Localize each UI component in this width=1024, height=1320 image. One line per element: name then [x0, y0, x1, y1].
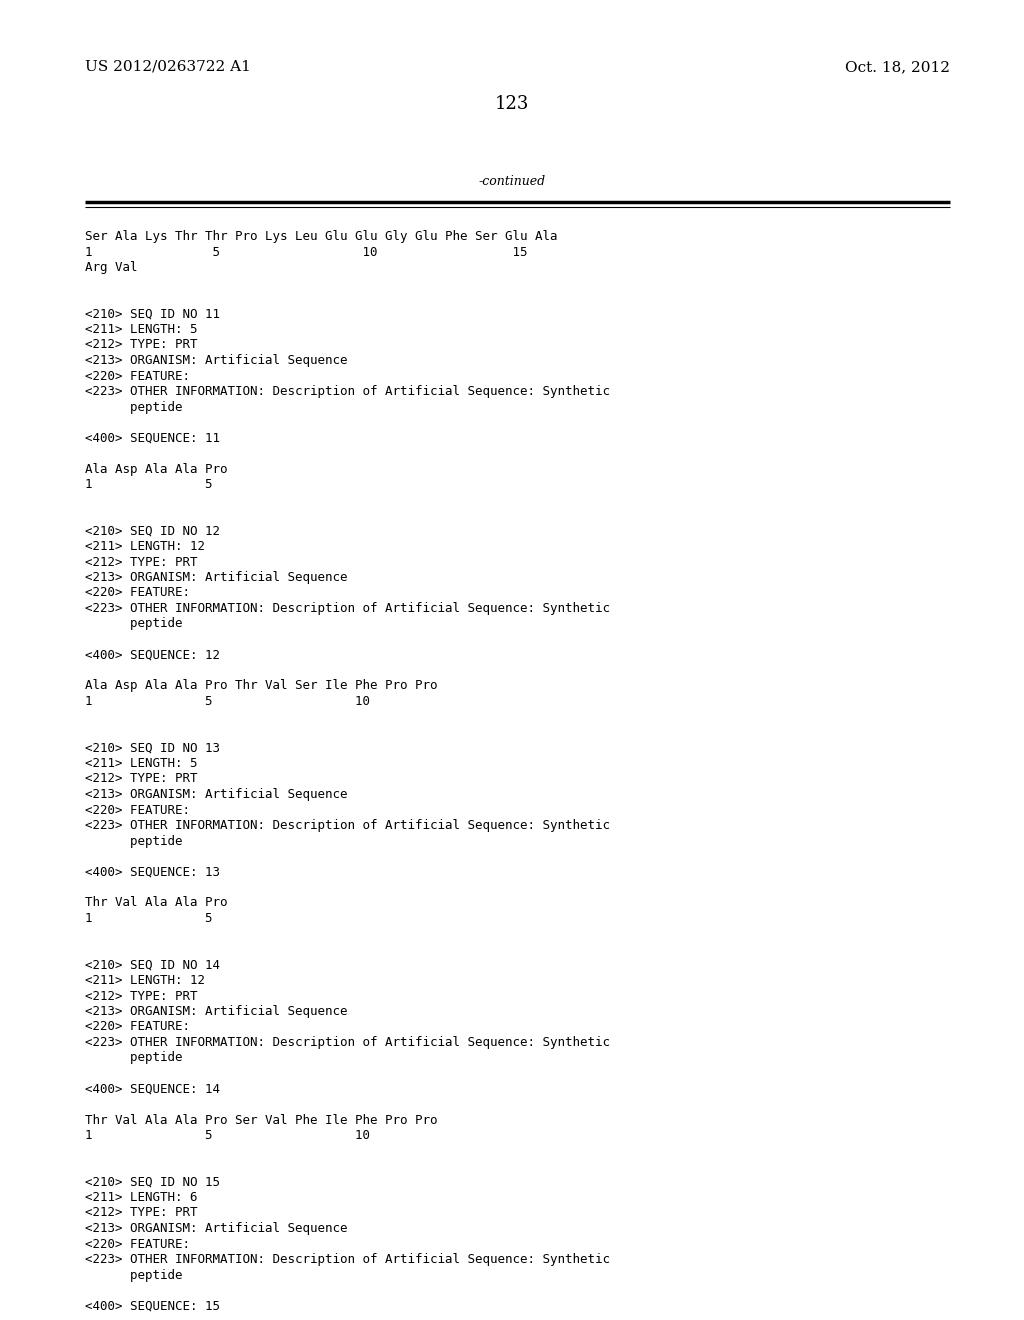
Text: Ala Asp Ala Ala Pro: Ala Asp Ala Ala Pro	[85, 462, 227, 475]
Text: <213> ORGANISM: Artificial Sequence: <213> ORGANISM: Artificial Sequence	[85, 1222, 347, 1236]
Text: <211> LENGTH: 12: <211> LENGTH: 12	[85, 540, 205, 553]
Text: <223> OTHER INFORMATION: Description of Artificial Sequence: Synthetic: <223> OTHER INFORMATION: Description of …	[85, 1253, 610, 1266]
Text: <211> LENGTH: 5: <211> LENGTH: 5	[85, 756, 198, 770]
Text: <210> SEQ ID NO 15: <210> SEQ ID NO 15	[85, 1176, 220, 1188]
Text: <220> FEATURE:: <220> FEATURE:	[85, 586, 190, 599]
Text: <223> OTHER INFORMATION: Description of Artificial Sequence: Synthetic: <223> OTHER INFORMATION: Description of …	[85, 385, 610, 399]
Text: US 2012/0263722 A1: US 2012/0263722 A1	[85, 59, 251, 74]
Text: 1               5                   10: 1 5 10	[85, 696, 370, 708]
Text: <400> SEQUENCE: 14: <400> SEQUENCE: 14	[85, 1082, 220, 1096]
Text: Oct. 18, 2012: Oct. 18, 2012	[845, 59, 950, 74]
Text: <212> TYPE: PRT: <212> TYPE: PRT	[85, 772, 198, 785]
Text: <210> SEQ ID NO 13: <210> SEQ ID NO 13	[85, 742, 220, 755]
Text: <220> FEATURE:: <220> FEATURE:	[85, 804, 190, 817]
Text: <220> FEATURE:: <220> FEATURE:	[85, 370, 190, 383]
Text: <211> LENGTH: 12: <211> LENGTH: 12	[85, 974, 205, 987]
Text: -continued: -continued	[478, 176, 546, 187]
Text: Arg Val: Arg Val	[85, 261, 137, 275]
Text: <211> LENGTH: 5: <211> LENGTH: 5	[85, 323, 198, 337]
Text: peptide: peptide	[85, 1052, 182, 1064]
Text: <223> OTHER INFORMATION: Description of Artificial Sequence: Synthetic: <223> OTHER INFORMATION: Description of …	[85, 602, 610, 615]
Text: <213> ORGANISM: Artificial Sequence: <213> ORGANISM: Artificial Sequence	[85, 572, 347, 583]
Text: <400> SEQUENCE: 13: <400> SEQUENCE: 13	[85, 866, 220, 879]
Text: <400> SEQUENCE: 15: <400> SEQUENCE: 15	[85, 1299, 220, 1312]
Text: <223> OTHER INFORMATION: Description of Artificial Sequence: Synthetic: <223> OTHER INFORMATION: Description of …	[85, 1036, 610, 1049]
Text: Ala Asp Ala Ala Pro Thr Val Ser Ile Phe Pro Pro: Ala Asp Ala Ala Pro Thr Val Ser Ile Phe …	[85, 680, 437, 693]
Text: peptide: peptide	[85, 400, 182, 413]
Text: <220> FEATURE:: <220> FEATURE:	[85, 1020, 190, 1034]
Text: <223> OTHER INFORMATION: Description of Artificial Sequence: Synthetic: <223> OTHER INFORMATION: Description of …	[85, 818, 610, 832]
Text: <210> SEQ ID NO 12: <210> SEQ ID NO 12	[85, 524, 220, 537]
Text: 123: 123	[495, 95, 529, 114]
Text: 1                5                   10                  15: 1 5 10 15	[85, 246, 527, 259]
Text: peptide: peptide	[85, 834, 182, 847]
Text: <211> LENGTH: 6: <211> LENGTH: 6	[85, 1191, 198, 1204]
Text: 1               5: 1 5	[85, 912, 213, 925]
Text: <213> ORGANISM: Artificial Sequence: <213> ORGANISM: Artificial Sequence	[85, 1005, 347, 1018]
Text: Ser Ala Lys Thr Thr Pro Lys Leu Glu Glu Gly Glu Phe Ser Glu Ala: Ser Ala Lys Thr Thr Pro Lys Leu Glu Glu …	[85, 230, 557, 243]
Text: <212> TYPE: PRT: <212> TYPE: PRT	[85, 338, 198, 351]
Text: Thr Val Ala Ala Pro Ser Val Phe Ile Phe Pro Pro: Thr Val Ala Ala Pro Ser Val Phe Ile Phe …	[85, 1114, 437, 1126]
Text: Thr Val Ala Ala Pro: Thr Val Ala Ala Pro	[85, 896, 227, 909]
Text: <212> TYPE: PRT: <212> TYPE: PRT	[85, 1206, 198, 1220]
Text: peptide: peptide	[85, 1269, 182, 1282]
Text: 1               5: 1 5	[85, 478, 213, 491]
Text: <213> ORGANISM: Artificial Sequence: <213> ORGANISM: Artificial Sequence	[85, 788, 347, 801]
Text: <212> TYPE: PRT: <212> TYPE: PRT	[85, 556, 198, 569]
Text: <210> SEQ ID NO 11: <210> SEQ ID NO 11	[85, 308, 220, 321]
Text: 1               5                   10: 1 5 10	[85, 1129, 370, 1142]
Text: <212> TYPE: PRT: <212> TYPE: PRT	[85, 990, 198, 1002]
Text: <400> SEQUENCE: 12: <400> SEQUENCE: 12	[85, 648, 220, 661]
Text: <400> SEQUENCE: 11: <400> SEQUENCE: 11	[85, 432, 220, 445]
Text: peptide: peptide	[85, 618, 182, 631]
Text: <210> SEQ ID NO 14: <210> SEQ ID NO 14	[85, 958, 220, 972]
Text: <220> FEATURE:: <220> FEATURE:	[85, 1238, 190, 1250]
Text: <213> ORGANISM: Artificial Sequence: <213> ORGANISM: Artificial Sequence	[85, 354, 347, 367]
